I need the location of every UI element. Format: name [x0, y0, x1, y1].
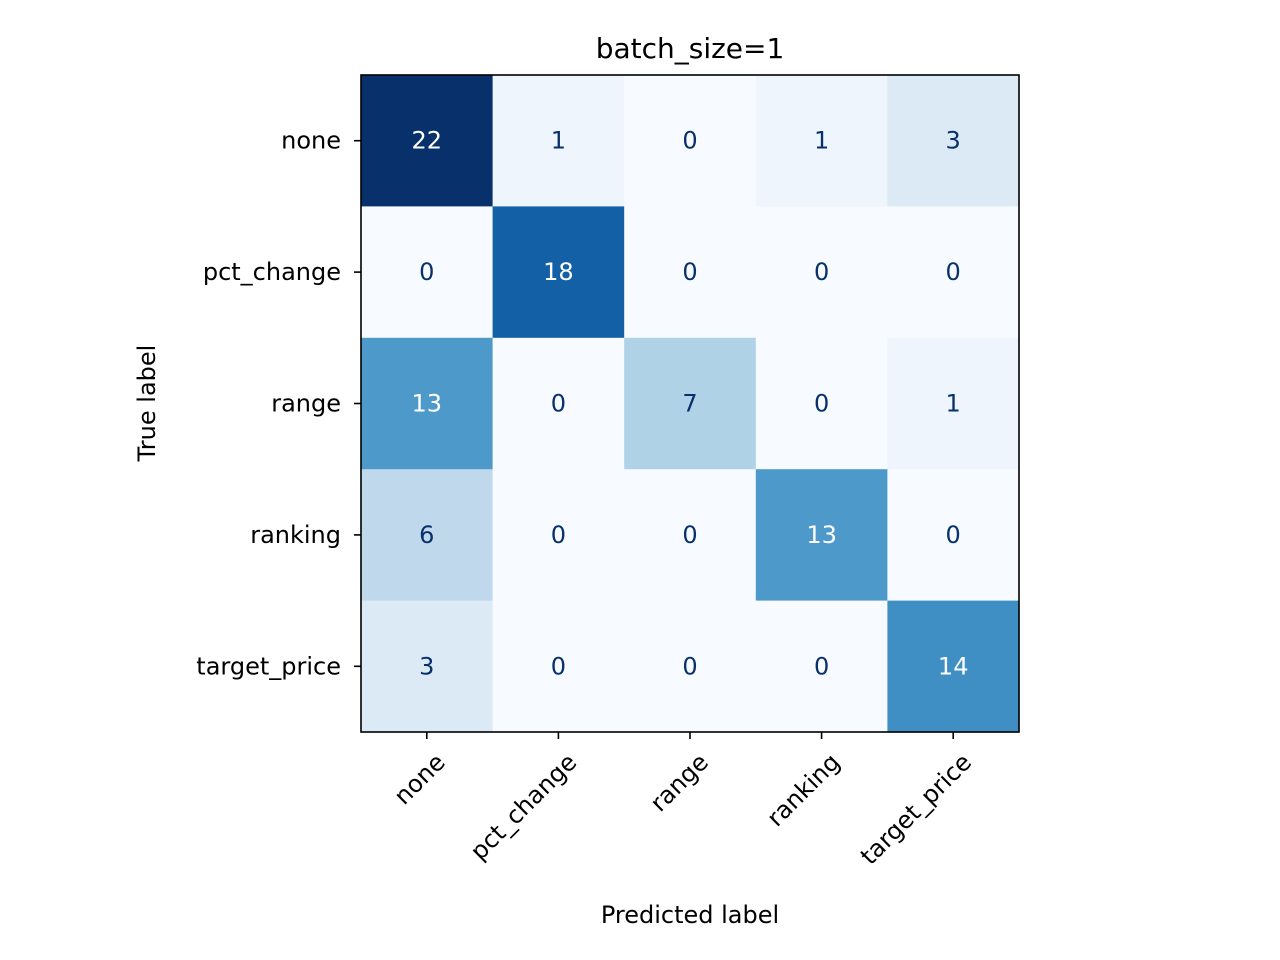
cell-value-label: 3 — [946, 127, 961, 155]
cell-value-label: 22 — [412, 127, 443, 155]
heatmap-cell-pct_change-none — [361, 206, 494, 339]
cell-value-label: 1 — [551, 127, 566, 155]
heatmap-cell-target_price-range — [624, 600, 757, 733]
heatmap-cell-pct_change-target_price — [887, 206, 1020, 339]
cell-value-label: 1 — [814, 127, 829, 155]
cell-value-label: 0 — [946, 258, 961, 286]
cell-value-label: 18 — [543, 258, 574, 286]
heatmap-cell-none-range — [624, 75, 757, 207]
cell-value-label: 7 — [682, 390, 697, 418]
cell-value-label: 0 — [551, 652, 566, 680]
heatmap-cell-ranking-target_price — [887, 469, 1020, 602]
cell-value-label: 0 — [551, 521, 566, 549]
heatmap-cell-target_price-ranking — [755, 600, 888, 733]
cell-value-label: 0 — [682, 652, 697, 680]
cell-value-label: 0 — [682, 521, 697, 549]
y-tick-label-ranking: ranking — [250, 521, 341, 549]
heatmap-cell-range-ranking — [755, 337, 888, 470]
heatmap-cell-range-range — [624, 337, 757, 470]
y-tick-label-none: none — [281, 127, 341, 155]
cell-value-label: 0 — [946, 521, 961, 549]
y-axis-label: True label — [133, 345, 161, 463]
heatmap-cells — [361, 75, 1020, 733]
heatmap-cell-range-pct_change — [492, 337, 625, 470]
heatmap-cell-ranking-none — [361, 469, 494, 602]
cell-value-label: 1 — [946, 390, 961, 418]
heatmap-cell-none-none — [361, 75, 494, 207]
heatmap-cell-target_price-pct_change — [492, 600, 625, 733]
heatmap-cell-ranking-range — [624, 469, 757, 602]
cell-value-label: 0 — [814, 258, 829, 286]
cell-value-label: 6 — [419, 521, 434, 549]
y-tick-label-pct_change: pct_change — [203, 258, 341, 286]
heatmap-cell-ranking-ranking — [755, 469, 888, 602]
cell-value-label: 3 — [419, 652, 434, 680]
cell-value-label: 0 — [682, 258, 697, 286]
cell-value-label: 0 — [419, 258, 434, 286]
x-axis-label: Predicted label — [601, 901, 779, 929]
heatmap-cell-labels: 22 1 0 1 30 18 0 0 013 0 7 0 16 0 0 13 03 0 0 0 14 — [412, 127, 969, 681]
heatmap-cell-pct_change-ranking — [755, 206, 888, 339]
heatmap-cell-none-ranking — [755, 75, 888, 207]
cell-value-label: 13 — [412, 390, 443, 418]
cell-value-label: 0 — [814, 390, 829, 418]
y-tick-label-target_price: target_price — [196, 652, 341, 680]
heatmap-cell-pct_change-pct_change — [492, 206, 625, 339]
chart-title: batch_size=1 — [596, 32, 785, 65]
cell-value-label: 0 — [682, 127, 697, 155]
heatmap-cell-range-none — [361, 337, 494, 470]
cell-value-label: 14 — [938, 652, 969, 680]
heatmap-cell-none-pct_change — [492, 75, 625, 207]
heatmap-cell-pct_change-range — [624, 206, 757, 339]
heatmap-cell-target_price-target_price — [887, 600, 1020, 733]
heatmap-cell-range-target_price — [887, 337, 1020, 470]
cell-value-label: 0 — [551, 390, 566, 418]
y-tick-label-range: range — [271, 390, 341, 418]
cell-value-label: 0 — [814, 652, 829, 680]
cell-value-label: 13 — [806, 521, 837, 549]
heatmap-cell-target_price-none — [361, 600, 494, 733]
heatmap-cell-none-target_price — [887, 75, 1020, 207]
heatmap-cell-ranking-pct_change — [492, 469, 625, 602]
